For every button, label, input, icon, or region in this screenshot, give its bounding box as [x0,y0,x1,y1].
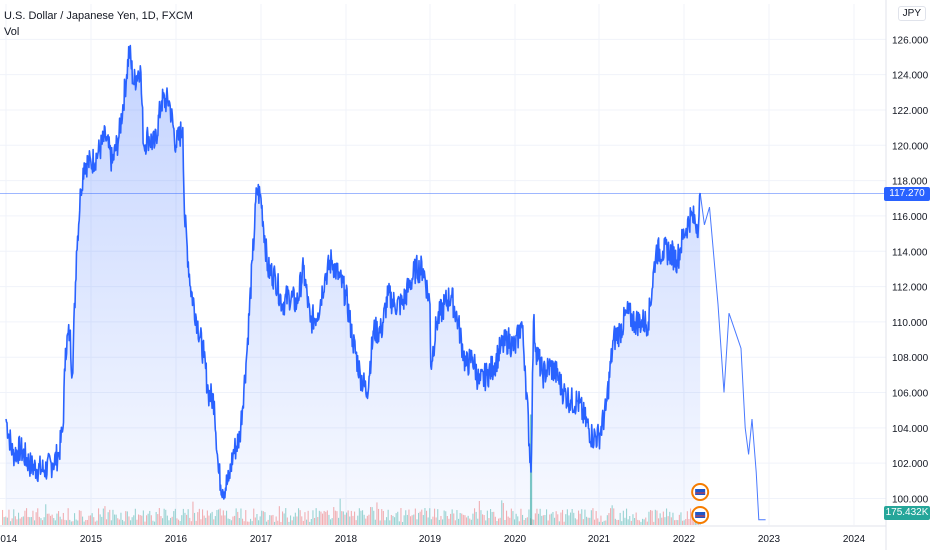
x-tick-label: 2021 [588,534,611,545]
volume-badge: 175.432K [884,506,930,520]
flag-icon [695,512,706,518]
y-tick-label: 124.000 [892,71,929,82]
y-tick-label: 126.000 [892,35,929,46]
symbol-title: U.S. Dollar / Japanese Yen, 1D, FXCM [4,10,193,22]
y-tick-label: 120.000 [892,141,929,152]
x-tick-label: 2023 [758,534,781,545]
y-tick-label: 114.000 [892,247,928,258]
currency-label[interactable]: JPY [897,6,926,21]
chart-legend: U.S. Dollar / Japanese Yen, 1D, FXCM Vol [4,8,193,40]
projection-line [699,192,766,521]
x-tick-label: 2018 [335,534,358,545]
volume-indicator-label: Vol [4,26,20,38]
last-price-badge: 117.270 [884,186,930,201]
x-tick-label: 2016 [165,534,188,545]
price-line [5,44,701,500]
volume-bar [3,517,5,525]
y-tick-label: 112.000 [892,283,928,294]
y-tick-label: 122.000 [892,106,929,117]
x-tick-label: 2014 [0,534,18,545]
y-tick-label: 106.000 [892,389,929,400]
volume-bar [5,516,7,525]
y-tick-label: 102.000 [892,459,929,470]
x-tick-label: 2022 [673,534,696,545]
y-tick-label: 118.000 [892,177,928,188]
y-tick-label: 116.000 [892,212,928,223]
x-tick-label: 2024 [843,534,866,545]
y-tick-label: 108.000 [892,353,929,364]
x-tick-label: 2017 [250,534,273,545]
y-tick-label: 110.000 [892,318,928,329]
x-tick-label: 2020 [504,534,527,545]
y-tick-label: 100.000 [892,495,929,506]
x-tick-label: 2019 [419,534,442,545]
volume-bar [2,509,4,525]
x-tick-label: 2015 [80,534,103,545]
flag-icon [695,489,706,495]
price-area-fill [6,45,701,525]
y-tick-label: 104.000 [892,424,929,435]
